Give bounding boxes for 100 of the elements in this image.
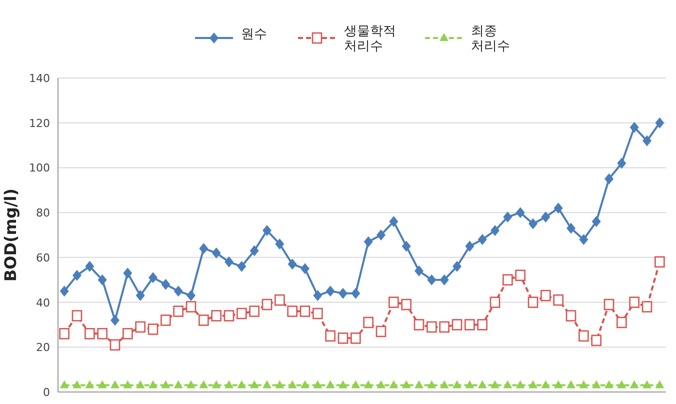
point <box>236 308 247 320</box>
point <box>212 380 221 388</box>
point <box>237 380 246 388</box>
point <box>541 380 550 388</box>
point <box>528 296 538 308</box>
point <box>123 380 132 388</box>
point <box>516 207 525 218</box>
point <box>427 274 436 286</box>
point <box>642 301 652 312</box>
point <box>351 288 360 299</box>
point <box>541 212 550 223</box>
point <box>388 296 399 308</box>
point <box>85 380 94 388</box>
point <box>313 290 322 302</box>
point <box>351 380 360 388</box>
point <box>186 301 196 312</box>
point <box>528 218 538 230</box>
point <box>592 380 601 388</box>
point <box>616 316 627 328</box>
point <box>364 236 373 248</box>
point <box>326 286 335 297</box>
point <box>288 258 297 270</box>
point <box>376 380 386 388</box>
point <box>566 380 576 388</box>
point <box>274 294 285 306</box>
point <box>414 265 424 276</box>
point <box>72 270 82 281</box>
point <box>198 314 209 326</box>
point <box>288 380 297 388</box>
point <box>630 122 639 133</box>
point <box>566 222 576 234</box>
point <box>300 380 310 388</box>
point <box>313 380 322 388</box>
point <box>465 380 474 388</box>
point <box>655 380 664 388</box>
point <box>275 238 284 250</box>
point <box>60 380 69 388</box>
point <box>414 380 424 388</box>
y-tick-label: 80 <box>36 206 50 220</box>
point <box>136 380 145 388</box>
point <box>591 334 602 346</box>
point <box>642 135 652 146</box>
point <box>325 330 336 342</box>
point <box>350 332 361 344</box>
point <box>528 380 538 388</box>
point <box>300 306 310 317</box>
point <box>97 328 108 340</box>
point <box>174 380 183 388</box>
point <box>249 306 260 317</box>
point <box>414 319 424 330</box>
point <box>579 234 588 245</box>
point <box>72 310 82 322</box>
point <box>553 294 564 306</box>
legend-label: 최종 처리수 <box>471 24 510 54</box>
point <box>287 306 298 317</box>
point <box>465 240 474 252</box>
point <box>161 380 170 388</box>
point <box>440 380 449 388</box>
y-tick-label: 120 <box>29 116 50 130</box>
point <box>617 158 626 169</box>
point <box>540 290 551 302</box>
point <box>427 380 436 388</box>
point <box>98 274 107 286</box>
y-tick-label: 0 <box>43 386 50 399</box>
point <box>363 316 374 328</box>
point <box>389 216 398 228</box>
point <box>629 296 640 308</box>
point <box>338 380 348 388</box>
point <box>262 225 272 236</box>
point <box>110 314 120 326</box>
point <box>326 380 335 388</box>
point <box>376 230 386 240</box>
point <box>148 324 158 335</box>
point <box>148 272 158 284</box>
point <box>135 321 146 333</box>
point <box>85 260 94 272</box>
y-tick-label: 20 <box>36 341 50 354</box>
point <box>148 380 158 388</box>
point <box>110 380 120 388</box>
point <box>478 380 487 388</box>
point <box>515 270 526 282</box>
point <box>72 380 82 388</box>
point <box>439 321 450 333</box>
point <box>262 380 272 388</box>
point <box>642 380 652 388</box>
point <box>490 296 500 308</box>
legend-label: 생물학적 처리수 <box>344 24 396 54</box>
point <box>426 321 437 333</box>
point <box>503 212 512 223</box>
point <box>389 380 398 388</box>
point <box>554 380 563 388</box>
point <box>452 380 462 388</box>
point <box>516 380 525 388</box>
point <box>224 310 234 322</box>
point <box>604 298 614 310</box>
point <box>654 256 665 268</box>
point <box>199 380 208 388</box>
point <box>477 319 488 330</box>
point <box>566 310 576 322</box>
point <box>630 380 639 388</box>
